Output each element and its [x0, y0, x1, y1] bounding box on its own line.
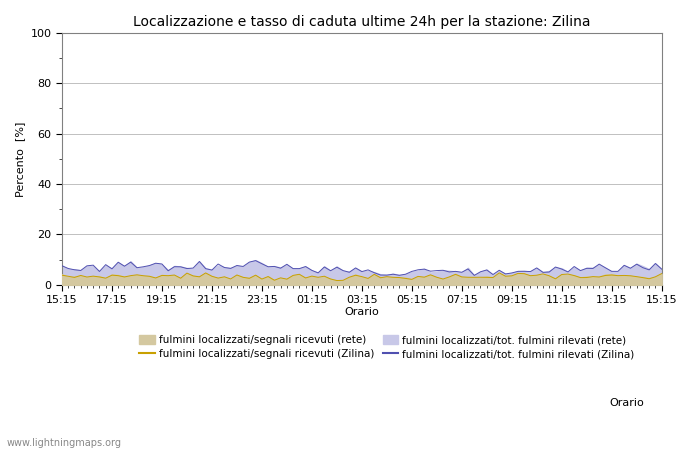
Legend: fulmini localizzati/segnali ricevuti (rete), fulmini localizzati/segnali ricevut: fulmini localizzati/segnali ricevuti (re…: [139, 335, 635, 360]
X-axis label: Orario: Orario: [344, 306, 379, 316]
Text: Orario: Orario: [609, 398, 644, 408]
Text: www.lightningmaps.org: www.lightningmaps.org: [7, 438, 122, 448]
Y-axis label: Percento  [%]: Percento [%]: [15, 121, 25, 197]
Title: Localizzazione e tasso di caduta ultime 24h per la stazione: Zilina: Localizzazione e tasso di caduta ultime …: [133, 15, 591, 29]
